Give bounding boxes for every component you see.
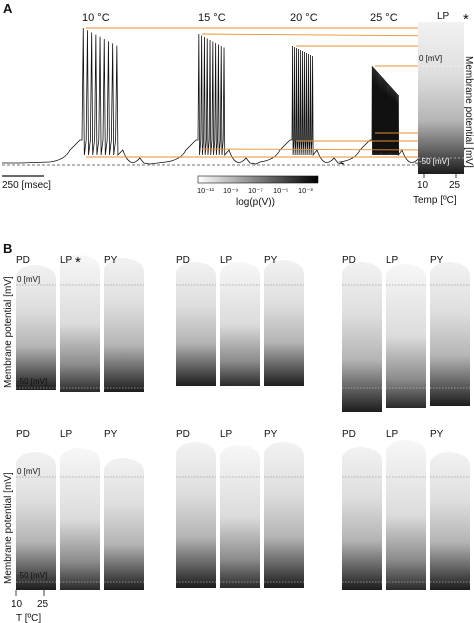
time-scale-label: 250 [msec]	[2, 180, 51, 191]
temp-label-20: 20 °C	[290, 12, 318, 24]
colorbar-tick: 10⁻⁷	[248, 186, 263, 195]
cell-label: PY	[430, 255, 444, 266]
b-m50mv-top: -50 [mV]	[17, 377, 47, 386]
side-xlabel: Temp [ºC]	[413, 195, 457, 206]
density-column	[386, 440, 426, 590]
panel-a-label: A	[3, 1, 13, 16]
side-m50mv-label: -50 [mV]	[419, 157, 449, 166]
b-xlabel: T [ºC]	[16, 613, 41, 623]
cell-label: PY	[430, 429, 444, 440]
cell-label: LP	[386, 255, 399, 266]
cell-label: PD	[342, 255, 356, 266]
density-column	[342, 262, 382, 412]
temp-label-25: 25 °C	[370, 12, 398, 24]
colorbar-tick: 10⁻¹¹	[197, 186, 215, 195]
density-column	[176, 442, 216, 588]
cell-label: PY	[264, 429, 278, 440]
density-column	[430, 262, 470, 406]
side-xtick-label: 25	[449, 180, 461, 191]
b-xtick-label: 10	[11, 599, 23, 610]
density-panels	[16, 255, 470, 590]
b-xtick-label: 25	[37, 599, 49, 610]
density-column	[104, 458, 144, 590]
cell-label: LP	[60, 429, 73, 440]
side-ylabel: Membrane potential [mV]	[463, 56, 474, 168]
temp-label-10: 10 °C	[82, 12, 110, 24]
temp-labels: 10 °C 15 °C 20 °C 25 °C	[82, 12, 398, 24]
density-column	[16, 265, 56, 390]
density-column	[104, 258, 144, 392]
density-column	[264, 260, 304, 386]
panel-b-label: B	[3, 241, 12, 256]
voltage-traces	[2, 27, 430, 165]
b-0mv-top: 0 [mV]	[17, 275, 40, 284]
density-column	[60, 255, 100, 392]
side-cell-label: LP	[437, 11, 450, 22]
orange-guide-line	[201, 33, 447, 37]
cell-label: PY	[104, 255, 118, 266]
cell-label: LP	[60, 255, 73, 266]
trace-line	[2, 27, 430, 165]
cell-label: LP	[220, 429, 233, 440]
cell-label: PY	[104, 429, 118, 440]
density-column	[220, 445, 260, 588]
cell-label: PD	[176, 429, 190, 440]
b-ylabel-top: Membrane potential [mV]	[3, 276, 14, 388]
colorbar-tick: 10⁻⁵	[273, 186, 288, 195]
density-column	[430, 452, 470, 590]
cell-label: PD	[16, 429, 30, 440]
b-star: *	[75, 254, 81, 271]
side-xtick-label: 10	[417, 180, 429, 191]
density-column	[386, 264, 426, 408]
side-0mv-label: 0 [mV]	[419, 54, 442, 63]
b-0mv-bottom: 0 [mV]	[17, 467, 40, 476]
cell-label: LP	[386, 429, 399, 440]
orange-guides	[86, 26, 460, 159]
density-column	[342, 447, 382, 590]
density-column	[16, 452, 56, 590]
colorbar-tick: 10⁻³	[298, 186, 313, 195]
cell-label: PY	[264, 255, 278, 266]
colorbar	[197, 175, 319, 184]
b-m50mv-bottom: -50 [mV]	[17, 571, 47, 580]
cell-label: PD	[176, 255, 190, 266]
colorbar-label: log(p(V))	[236, 197, 275, 208]
temp-label-15: 15 °C	[198, 12, 226, 24]
density-column	[264, 442, 304, 588]
side-star: *	[463, 11, 469, 28]
density-column	[60, 448, 100, 590]
cell-label: PD	[342, 429, 356, 440]
colorbar-ticks: 10⁻¹¹ 10⁻⁹ 10⁻⁷ 10⁻⁵ 10⁻³	[197, 186, 313, 195]
cell-labels: PD LP PY PD LP PY PD LP PY PD LP PY PD LP PY PD LP PY *	[16, 254, 444, 440]
colorbar-tick: 10⁻⁹	[223, 186, 239, 195]
cell-label: LP	[220, 255, 233, 266]
orange-guide-line	[201, 148, 437, 151]
density-column	[176, 262, 216, 386]
density-column	[220, 262, 260, 386]
side-density-plot	[418, 22, 464, 174]
b-ylabel-bottom: Membrane potential [mV]	[3, 472, 14, 584]
cell-label: PD	[16, 255, 30, 266]
